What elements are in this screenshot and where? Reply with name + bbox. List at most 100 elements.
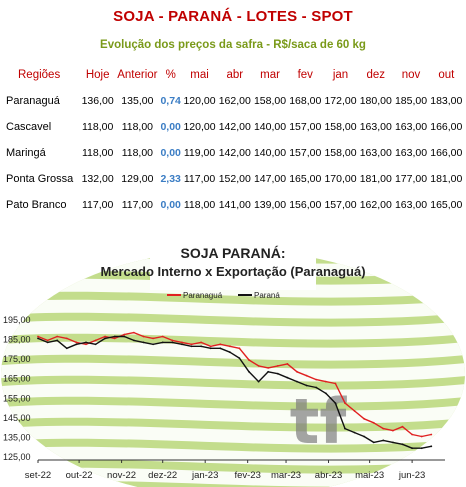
- series-point: [353, 410, 356, 412]
- series-point: [344, 427, 346, 430]
- cell-hoje: 118,00: [81, 121, 114, 133]
- cell-abr: 141,00: [218, 199, 251, 211]
- series-point: [94, 343, 97, 346]
- series-line-parana: [37, 335, 432, 449]
- cell-mai: 120,00: [183, 121, 216, 133]
- cell-abr: 162,00: [218, 95, 251, 107]
- cell-jan: 170,00: [324, 173, 357, 185]
- series-point: [65, 347, 68, 350]
- cell-regiao: Paranaguá: [6, 95, 60, 107]
- series-point: [305, 374, 308, 377]
- series-point: [430, 445, 433, 448]
- chart-title: SOJA PARANÁ:: [180, 245, 285, 261]
- series-point: [257, 380, 260, 383]
- series-point: [334, 382, 337, 385]
- cell-fev: 168,00: [289, 95, 322, 107]
- series-point: [113, 335, 116, 338]
- stripe: [1, 446, 465, 466]
- series-point: [152, 337, 155, 340]
- chart-background: [1, 242, 465, 487]
- series-point: [324, 392, 327, 395]
- series-point: [229, 351, 231, 354]
- price-table-header: Regiões Hoje Anterior % mai abr mar fev …: [4, 62, 464, 88]
- cell-anterior: 118,00: [121, 147, 154, 159]
- cell-nov: 163,00: [394, 199, 428, 211]
- page-title: SOJA - PARANÁ - LOTES - SPOT: [113, 8, 353, 25]
- stripe: [1, 362, 465, 382]
- stripe: [1, 299, 465, 319]
- stripe: [1, 383, 465, 403]
- stripe: [1, 425, 465, 445]
- series-point: [296, 370, 298, 373]
- series-point: [113, 337, 116, 340]
- cell-jan: 157,00: [324, 199, 357, 211]
- series-point: [200, 345, 203, 348]
- series-point: [305, 384, 308, 387]
- col-out: out: [438, 69, 455, 81]
- col-abr: abr: [226, 69, 244, 81]
- series-point: [238, 347, 241, 350]
- series-point: [123, 335, 126, 338]
- cell-percent: 0,74: [160, 95, 181, 107]
- cell-jan: 158,00: [324, 121, 357, 133]
- table-row: Maringá 118,00 118,00 0,00 119,00 142,00 140,0…: [4, 140, 464, 166]
- series-point: [382, 439, 385, 442]
- cell-anterior: 129,00: [121, 173, 154, 185]
- cell-mar: 147,00: [253, 173, 287, 185]
- cell-hoje: 132,00: [81, 173, 114, 185]
- cell-dez: 162,00: [359, 199, 392, 211]
- page-subtitle: Evolução dos preços da safra - R$/saca d…: [100, 39, 366, 51]
- cell-mai: 119,00: [183, 147, 216, 159]
- series-point: [190, 343, 193, 346]
- cell-nov: 163,00: [394, 121, 428, 133]
- series-point: [161, 341, 164, 344]
- cell-anterior: 135,00: [121, 95, 154, 107]
- series-point: [75, 343, 78, 346]
- series-point: [267, 370, 270, 373]
- series-point: [46, 339, 49, 342]
- series-point: [392, 441, 394, 444]
- series-point: [420, 435, 423, 438]
- series-point: [372, 441, 375, 444]
- col-mar: mar: [260, 69, 280, 81]
- cell-percent: 0,00: [160, 199, 181, 211]
- series-point: [286, 363, 289, 365]
- cell-jan: 172,00: [324, 95, 357, 107]
- series-point: [181, 343, 183, 346]
- series-point: [190, 345, 193, 348]
- cell-hoje: 117,00: [81, 199, 114, 211]
- series-point: [276, 365, 279, 367]
- series-point: [171, 339, 174, 342]
- series-point: [133, 339, 135, 342]
- table-row: Cascavel 118,00 118,00 0,00 120,00 142,00 140,…: [4, 114, 464, 140]
- series-point: [267, 367, 270, 369]
- cell-dez: 163,00: [359, 121, 392, 133]
- cell-mar: 139,00: [253, 199, 287, 211]
- series-point: [382, 427, 385, 430]
- cell-nov: 177,00: [394, 173, 428, 185]
- cell-dez: 163,00: [359, 147, 392, 159]
- col-fev: fev: [297, 69, 313, 81]
- cell-fev: 165,00: [289, 173, 322, 185]
- cell-hoje: 136,00: [81, 95, 114, 107]
- col-percent: %: [165, 69, 176, 81]
- cell-abr: 142,00: [218, 121, 251, 133]
- series-point: [209, 347, 212, 350]
- series-point: [94, 339, 97, 342]
- series-point: [85, 341, 87, 344]
- series-point: [411, 433, 413, 436]
- x-tick-label: mar-23: [271, 470, 301, 481]
- series-point: [181, 341, 183, 344]
- series-point: [257, 365, 260, 367]
- col-hoje: Hoje: [85, 69, 110, 81]
- cell-mai: 118,00: [183, 199, 216, 211]
- chart-series: [37, 331, 433, 450]
- series-point: [401, 443, 404, 446]
- series-point: [248, 359, 250, 361]
- series-point: [219, 347, 222, 350]
- y-tick-label: 165,00: [3, 374, 31, 384]
- x-tick-label: out-22: [66, 470, 93, 481]
- y-tick-label: 175,00: [3, 354, 31, 364]
- cell-abr: 152,00: [218, 173, 251, 185]
- chart-subtitle: Mercado Interno x Exportação (Paranaguá): [100, 264, 365, 279]
